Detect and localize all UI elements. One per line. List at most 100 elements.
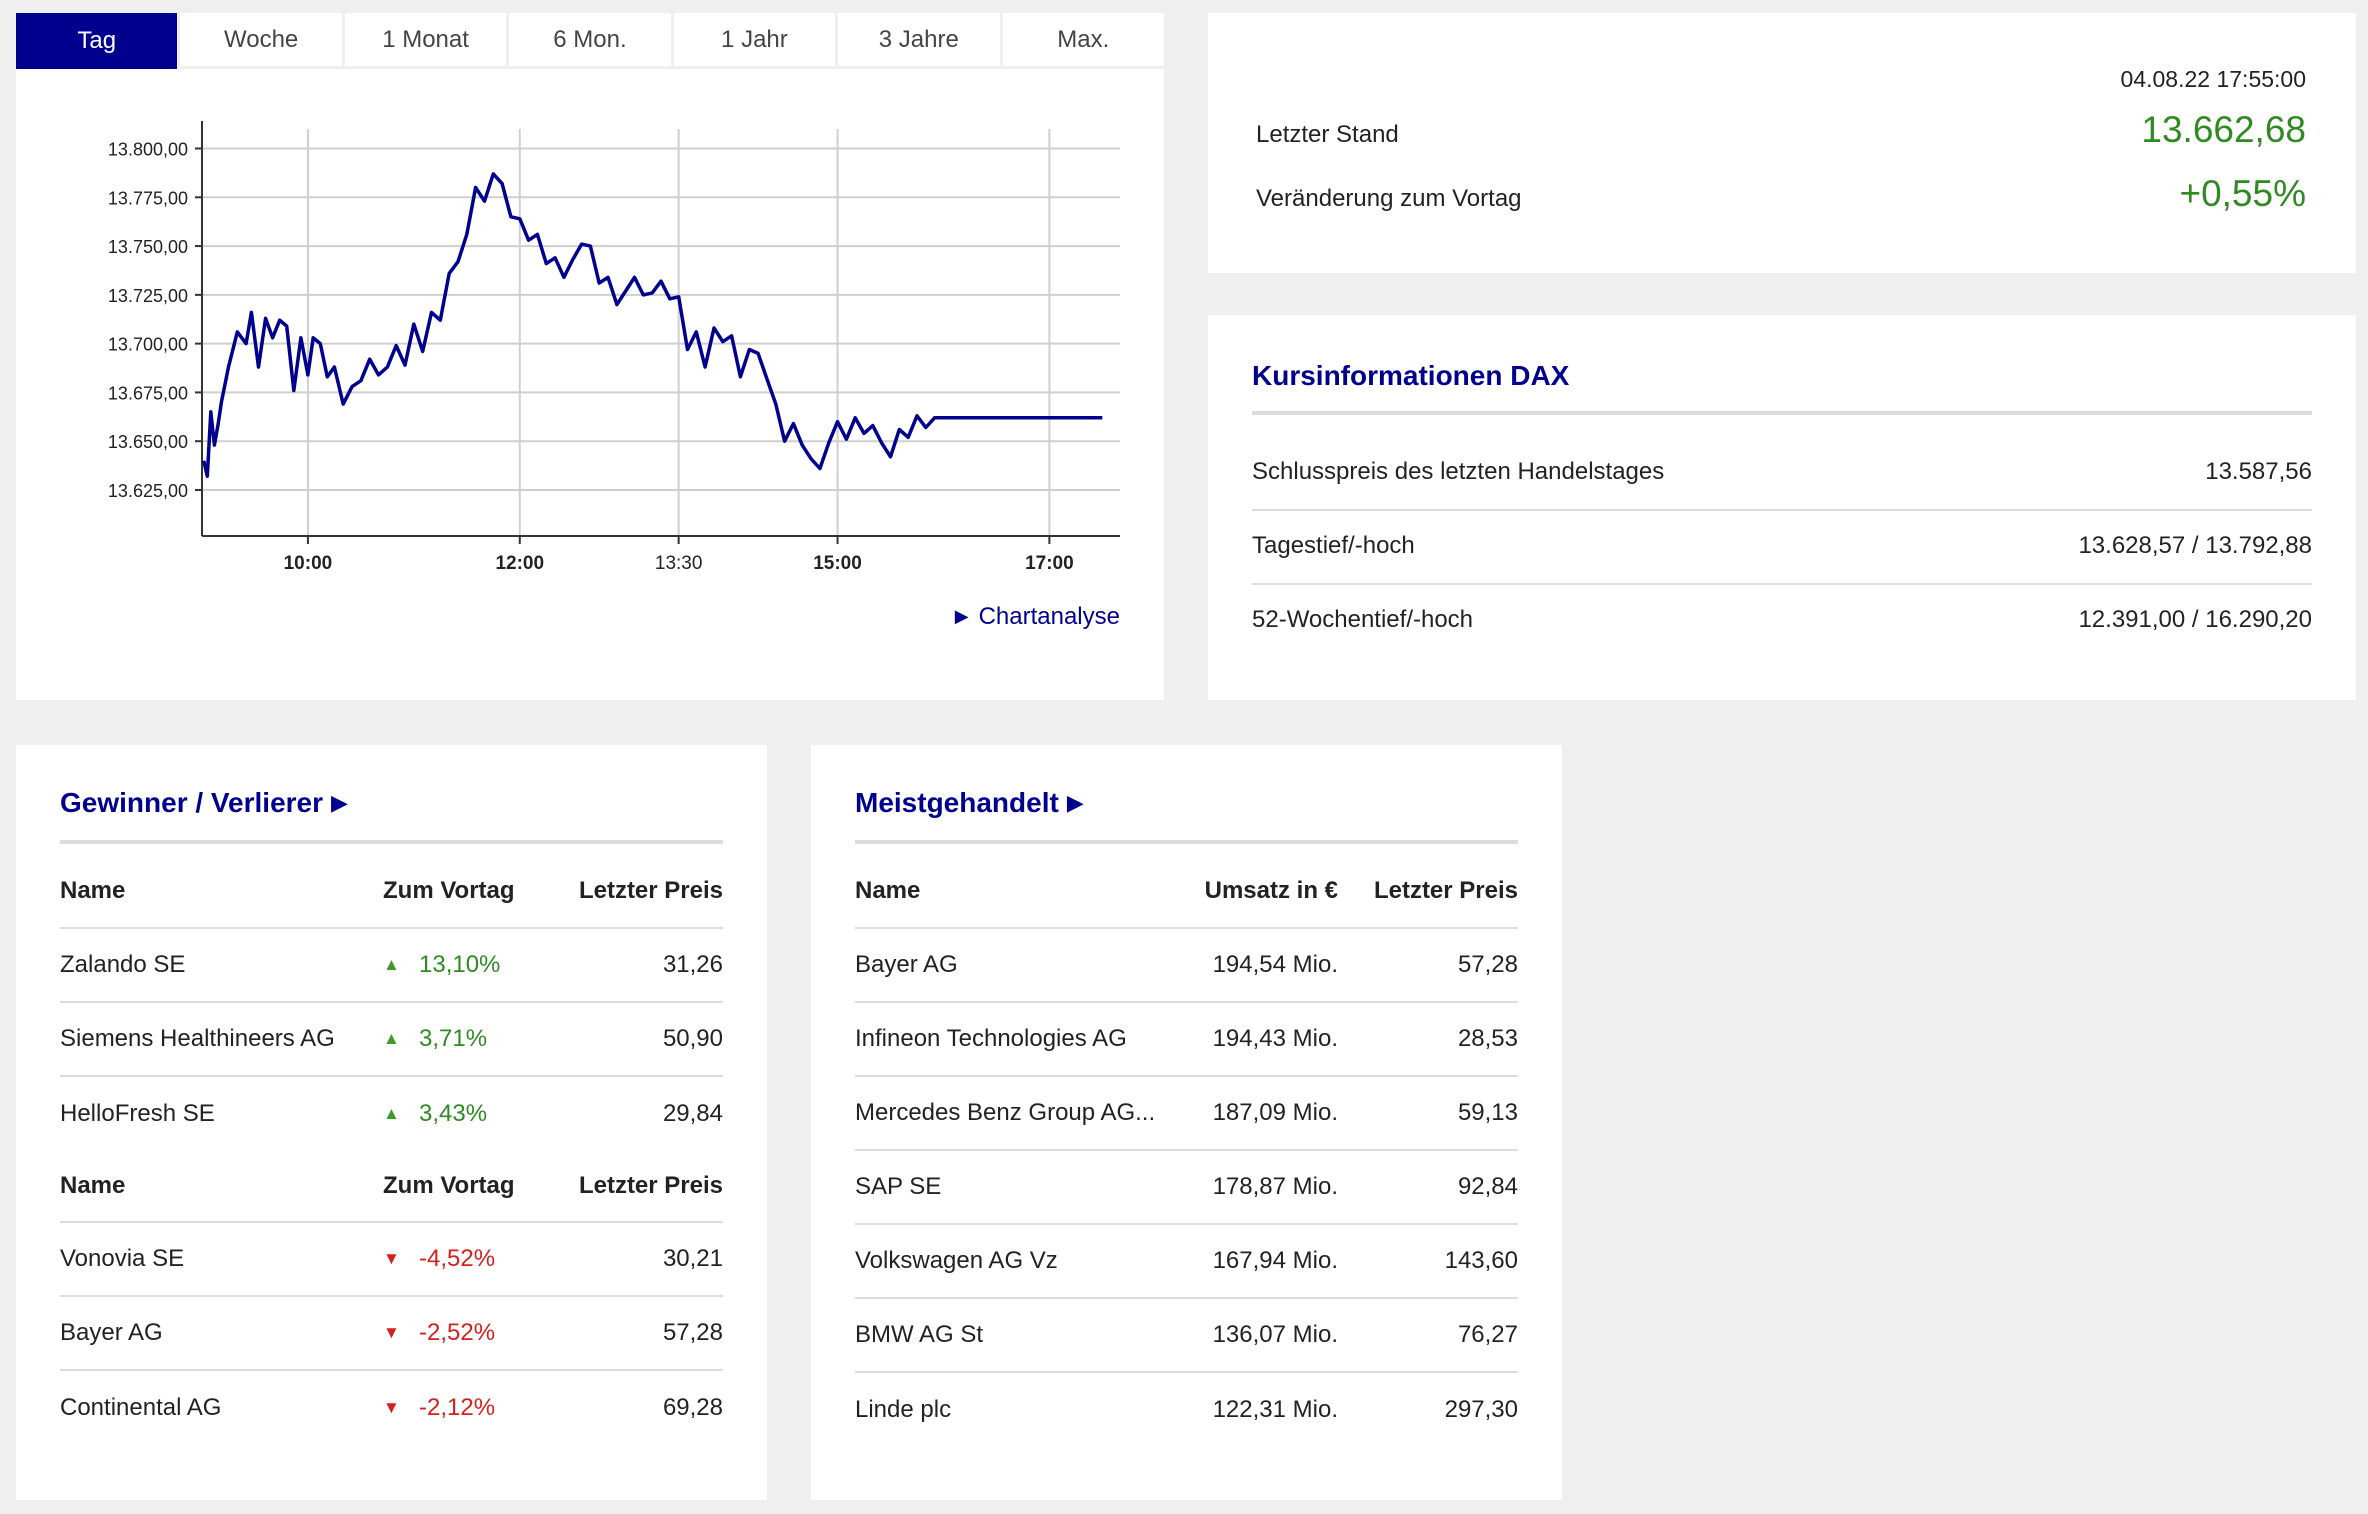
stock-name[interactable]: HelloFresh SE xyxy=(60,1100,215,1127)
table-header: Name Umsatz in € Letzter Preis xyxy=(855,855,1518,929)
table-row[interactable]: Bayer AG 194,54 Mio. 57,28 xyxy=(855,929,1518,1003)
info-row-day-range: Tagestief/-hoch 13.628,57 / 13.792,88 xyxy=(1252,509,2312,585)
y-tick-label: 13.725,00 xyxy=(108,286,188,306)
price-value: 92,84 xyxy=(1457,1173,1518,1200)
col-header-change: Zum Vortag xyxy=(383,1172,515,1199)
tab-1-year[interactable]: 1 Jahr xyxy=(673,13,839,69)
price-value: 31,26 xyxy=(662,951,723,978)
y-tick-label: 13.625,00 xyxy=(108,481,188,501)
arrow-down-icon: ▼ xyxy=(383,1398,400,1417)
col-header-change: Zum Vortag xyxy=(383,877,515,904)
most-traded-table: Name Umsatz in € Letzter Preis Bayer AG … xyxy=(855,855,1518,1447)
change-value: 3,71% xyxy=(419,1025,488,1052)
price-value: 297,30 xyxy=(1444,1396,1518,1423)
quote-panel: 04.08.22 17:55:00 Letzter Stand 13.662,6… xyxy=(1208,13,2356,273)
timeframe-tabs: Tag Woche 1 Monat 6 Mon. 1 Jahr 3 Jahre … xyxy=(16,13,1164,69)
table-row[interactable]: Linde plc 122,31 Mio. 297,30 xyxy=(855,1373,1518,1447)
play-triangle-icon: ▶ xyxy=(954,606,969,626)
stock-name[interactable]: Siemens Healthineers AG xyxy=(60,1025,335,1052)
tab-week[interactable]: Woche xyxy=(180,13,345,69)
col-header-price: Letzter Preis xyxy=(578,877,723,904)
table-row[interactable]: Zalando SE ▲ 13,10% 31,26 xyxy=(60,929,723,1003)
price-value: 143,60 xyxy=(1444,1247,1518,1274)
dax-intraday-chart[interactable]: 13.625,00 13.650,00 13.675,00 13.700,00 13.7… xyxy=(16,69,1164,569)
y-tick-label: 13.800,00 xyxy=(108,140,188,160)
change-label: Veränderung zum Vortag xyxy=(1256,185,1522,212)
table-row[interactable]: Infineon Technologies AG 194,43 Mio. 28,… xyxy=(855,1003,1518,1077)
y-tick-label: 13.775,00 xyxy=(108,188,188,208)
col-header-price: Letzter Preis xyxy=(578,1172,723,1199)
tab-day[interactable]: Tag xyxy=(16,13,181,69)
volume-value: 187,09 Mio. xyxy=(1212,1099,1338,1126)
x-tick-label: 10:00 xyxy=(284,553,333,569)
most-traded-panel: Meistgehandelt ▶ Name Umsatz in € Letzter… xyxy=(811,745,1562,1500)
x-tick-label: 15:00 xyxy=(813,553,862,569)
info-value: 12.391,00 / 16.290,20 xyxy=(2078,606,2312,633)
chart-panel: Tag Woche 1 Monat 6 Mon. 1 Jahr 3 Jahre … xyxy=(16,13,1164,700)
stock-name[interactable]: Linde plc xyxy=(855,1396,952,1423)
x-tick-label: 12:00 xyxy=(495,553,544,569)
table-row[interactable]: SAP SE 178,87 Mio. 92,84 xyxy=(855,1151,1518,1225)
quote-timestamp: 04.08.22 17:55:00 xyxy=(2120,66,2306,92)
volume-value: 122,31 Mio. xyxy=(1212,1396,1338,1423)
price-value: 76,27 xyxy=(1457,1321,1518,1348)
arrow-down-icon: ▼ xyxy=(383,1249,400,1268)
stock-name[interactable]: BMW AG St xyxy=(855,1321,984,1348)
most-traded-title-link[interactable]: Meistgehandelt ▶ xyxy=(855,787,1084,819)
chart-analysis-link[interactable]: ▶ Chartanalyse xyxy=(955,603,1120,631)
tab-6-months[interactable]: 6 Mon. xyxy=(509,13,674,69)
last-price-row: Letzter Stand 13.662,68 xyxy=(1256,109,2306,151)
col-header-volume: Umsatz in € xyxy=(1204,877,1338,904)
dax-price-line xyxy=(202,172,1103,479)
divider xyxy=(60,840,723,844)
table-row[interactable]: Mercedes Benz Group AG... 187,09 Mio. 59… xyxy=(855,1077,1518,1151)
arrow-up-icon: ▲ xyxy=(383,1104,400,1123)
stock-name[interactable]: Continental AG xyxy=(60,1394,222,1421)
x-tick-label: 17:00 xyxy=(1025,553,1074,569)
table-row[interactable]: Continental AG ▼ -2,12% 69,28 xyxy=(60,1371,723,1445)
stock-name[interactable]: Volkswagen AG Vz xyxy=(855,1247,1058,1274)
price-value: 57,28 xyxy=(1457,951,1518,978)
price-value: 59,13 xyxy=(1457,1099,1518,1126)
change-value: -4,52% xyxy=(419,1245,496,1272)
stock-name[interactable]: Mercedes Benz Group AG... xyxy=(855,1099,1156,1126)
col-header-name: Name xyxy=(855,877,921,904)
table-row[interactable]: Volkswagen AG Vz 167,94 Mio. 143,60 xyxy=(855,1225,1518,1299)
arrow-down-icon: ▼ xyxy=(383,1323,400,1342)
tab-max[interactable]: Max. xyxy=(1002,13,1164,69)
price-value: 57,28 xyxy=(662,1319,723,1346)
col-header-name: Name xyxy=(60,877,126,904)
gainers-losers-title-link[interactable]: Gewinner / Verlierer ▶ xyxy=(60,787,348,819)
info-value: 13.628,57 / 13.792,88 xyxy=(2078,532,2312,559)
gainers-losers-panel: Gewinner / Verlierer ▶ Name Zum Vortag Le… xyxy=(16,745,767,1500)
stock-name[interactable]: Vonovia SE xyxy=(60,1245,185,1272)
col-header-price: Letzter Preis xyxy=(1373,877,1518,904)
stock-name[interactable]: Infineon Technologies AG xyxy=(855,1025,1127,1052)
gainers-losers-title: Gewinner / Verlierer xyxy=(60,787,324,818)
change-value: -2,12% xyxy=(419,1394,496,1421)
y-tick-label: 13.750,00 xyxy=(108,237,188,257)
arrow-up-icon: ▲ xyxy=(383,1029,400,1048)
stock-name[interactable]: SAP SE xyxy=(855,1173,942,1200)
y-tick-label: 13.700,00 xyxy=(108,335,188,355)
price-value: 28,53 xyxy=(1457,1025,1518,1052)
table-header: Name Zum Vortag Letzter Preis xyxy=(60,1151,723,1223)
tab-3-years[interactable]: 3 Jahre xyxy=(838,13,1003,69)
table-row[interactable]: BMW AG St 136,07 Mio. 76,27 xyxy=(855,1299,1518,1373)
tab-1-month[interactable]: 1 Monat xyxy=(344,13,510,69)
table-row[interactable]: Vonovia SE ▼ -4,52% 30,21 xyxy=(60,1223,723,1297)
table-row[interactable]: HelloFresh SE ▲ 3,43% 29,84 xyxy=(60,1077,723,1151)
price-value: 30,21 xyxy=(662,1245,723,1272)
change-value: 13,10% xyxy=(419,951,501,978)
stock-name[interactable]: Zalando SE xyxy=(60,951,186,978)
divider xyxy=(1252,411,2312,415)
arrow-up-icon: ▲ xyxy=(383,955,400,974)
gainers-losers-table: Name Zum Vortag Letzter Preis Zalando SE… xyxy=(60,855,723,1445)
y-tick-label: 13.650,00 xyxy=(108,432,188,452)
table-row[interactable]: Bayer AG ▼ -2,52% 57,28 xyxy=(60,1297,723,1371)
stock-name[interactable]: Bayer AG xyxy=(60,1319,163,1346)
price-value: 29,84 xyxy=(662,1100,723,1127)
volume-value: 178,87 Mio. xyxy=(1212,1173,1338,1200)
stock-name[interactable]: Bayer AG xyxy=(855,951,958,978)
table-row[interactable]: Siemens Healthineers AG ▲ 3,71% 50,90 xyxy=(60,1003,723,1077)
